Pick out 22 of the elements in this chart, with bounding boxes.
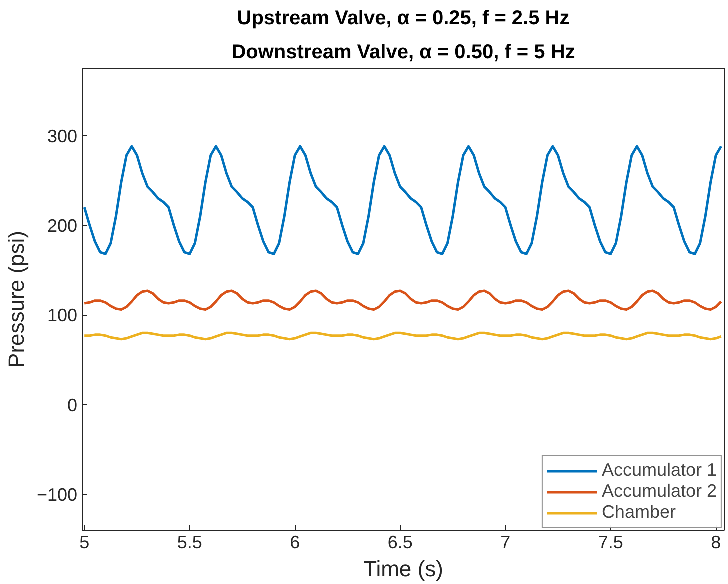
x-tick-label: 6 [290, 532, 300, 552]
legend-label: Accumulator 2 [602, 481, 717, 502]
x-tick-label: 8 [711, 532, 722, 552]
y-axis-title: Pressure (psi) [4, 231, 29, 368]
x-tick-label: 6.5 [388, 532, 413, 552]
x-tick-label: 7 [500, 532, 511, 552]
chart-subtitle: Downstream Valve, α = 0.50, f = 5 Hz [232, 42, 576, 64]
y-tick-label: 200 [47, 216, 78, 236]
line-series [83, 145, 723, 256]
line-series [83, 332, 723, 341]
y-tick-label: 300 [47, 126, 78, 146]
x-axis-title: Time (s) [364, 556, 444, 582]
line-series [83, 290, 723, 312]
y-tick-label: 0 [67, 395, 78, 416]
x-tick-label: 5.5 [177, 532, 202, 552]
y-tick-label: 100 [47, 306, 78, 326]
y-tick-label: −100 [36, 485, 78, 506]
legend-label: Accumulator 1 [602, 460, 717, 481]
chart-title: Upstream Valve, α = 0.25, f = 2.5 Hz [237, 8, 570, 30]
x-tick-label: 5 [80, 532, 90, 552]
x-tick-label: 7.5 [598, 532, 624, 552]
legend-label: Chamber [602, 502, 676, 523]
